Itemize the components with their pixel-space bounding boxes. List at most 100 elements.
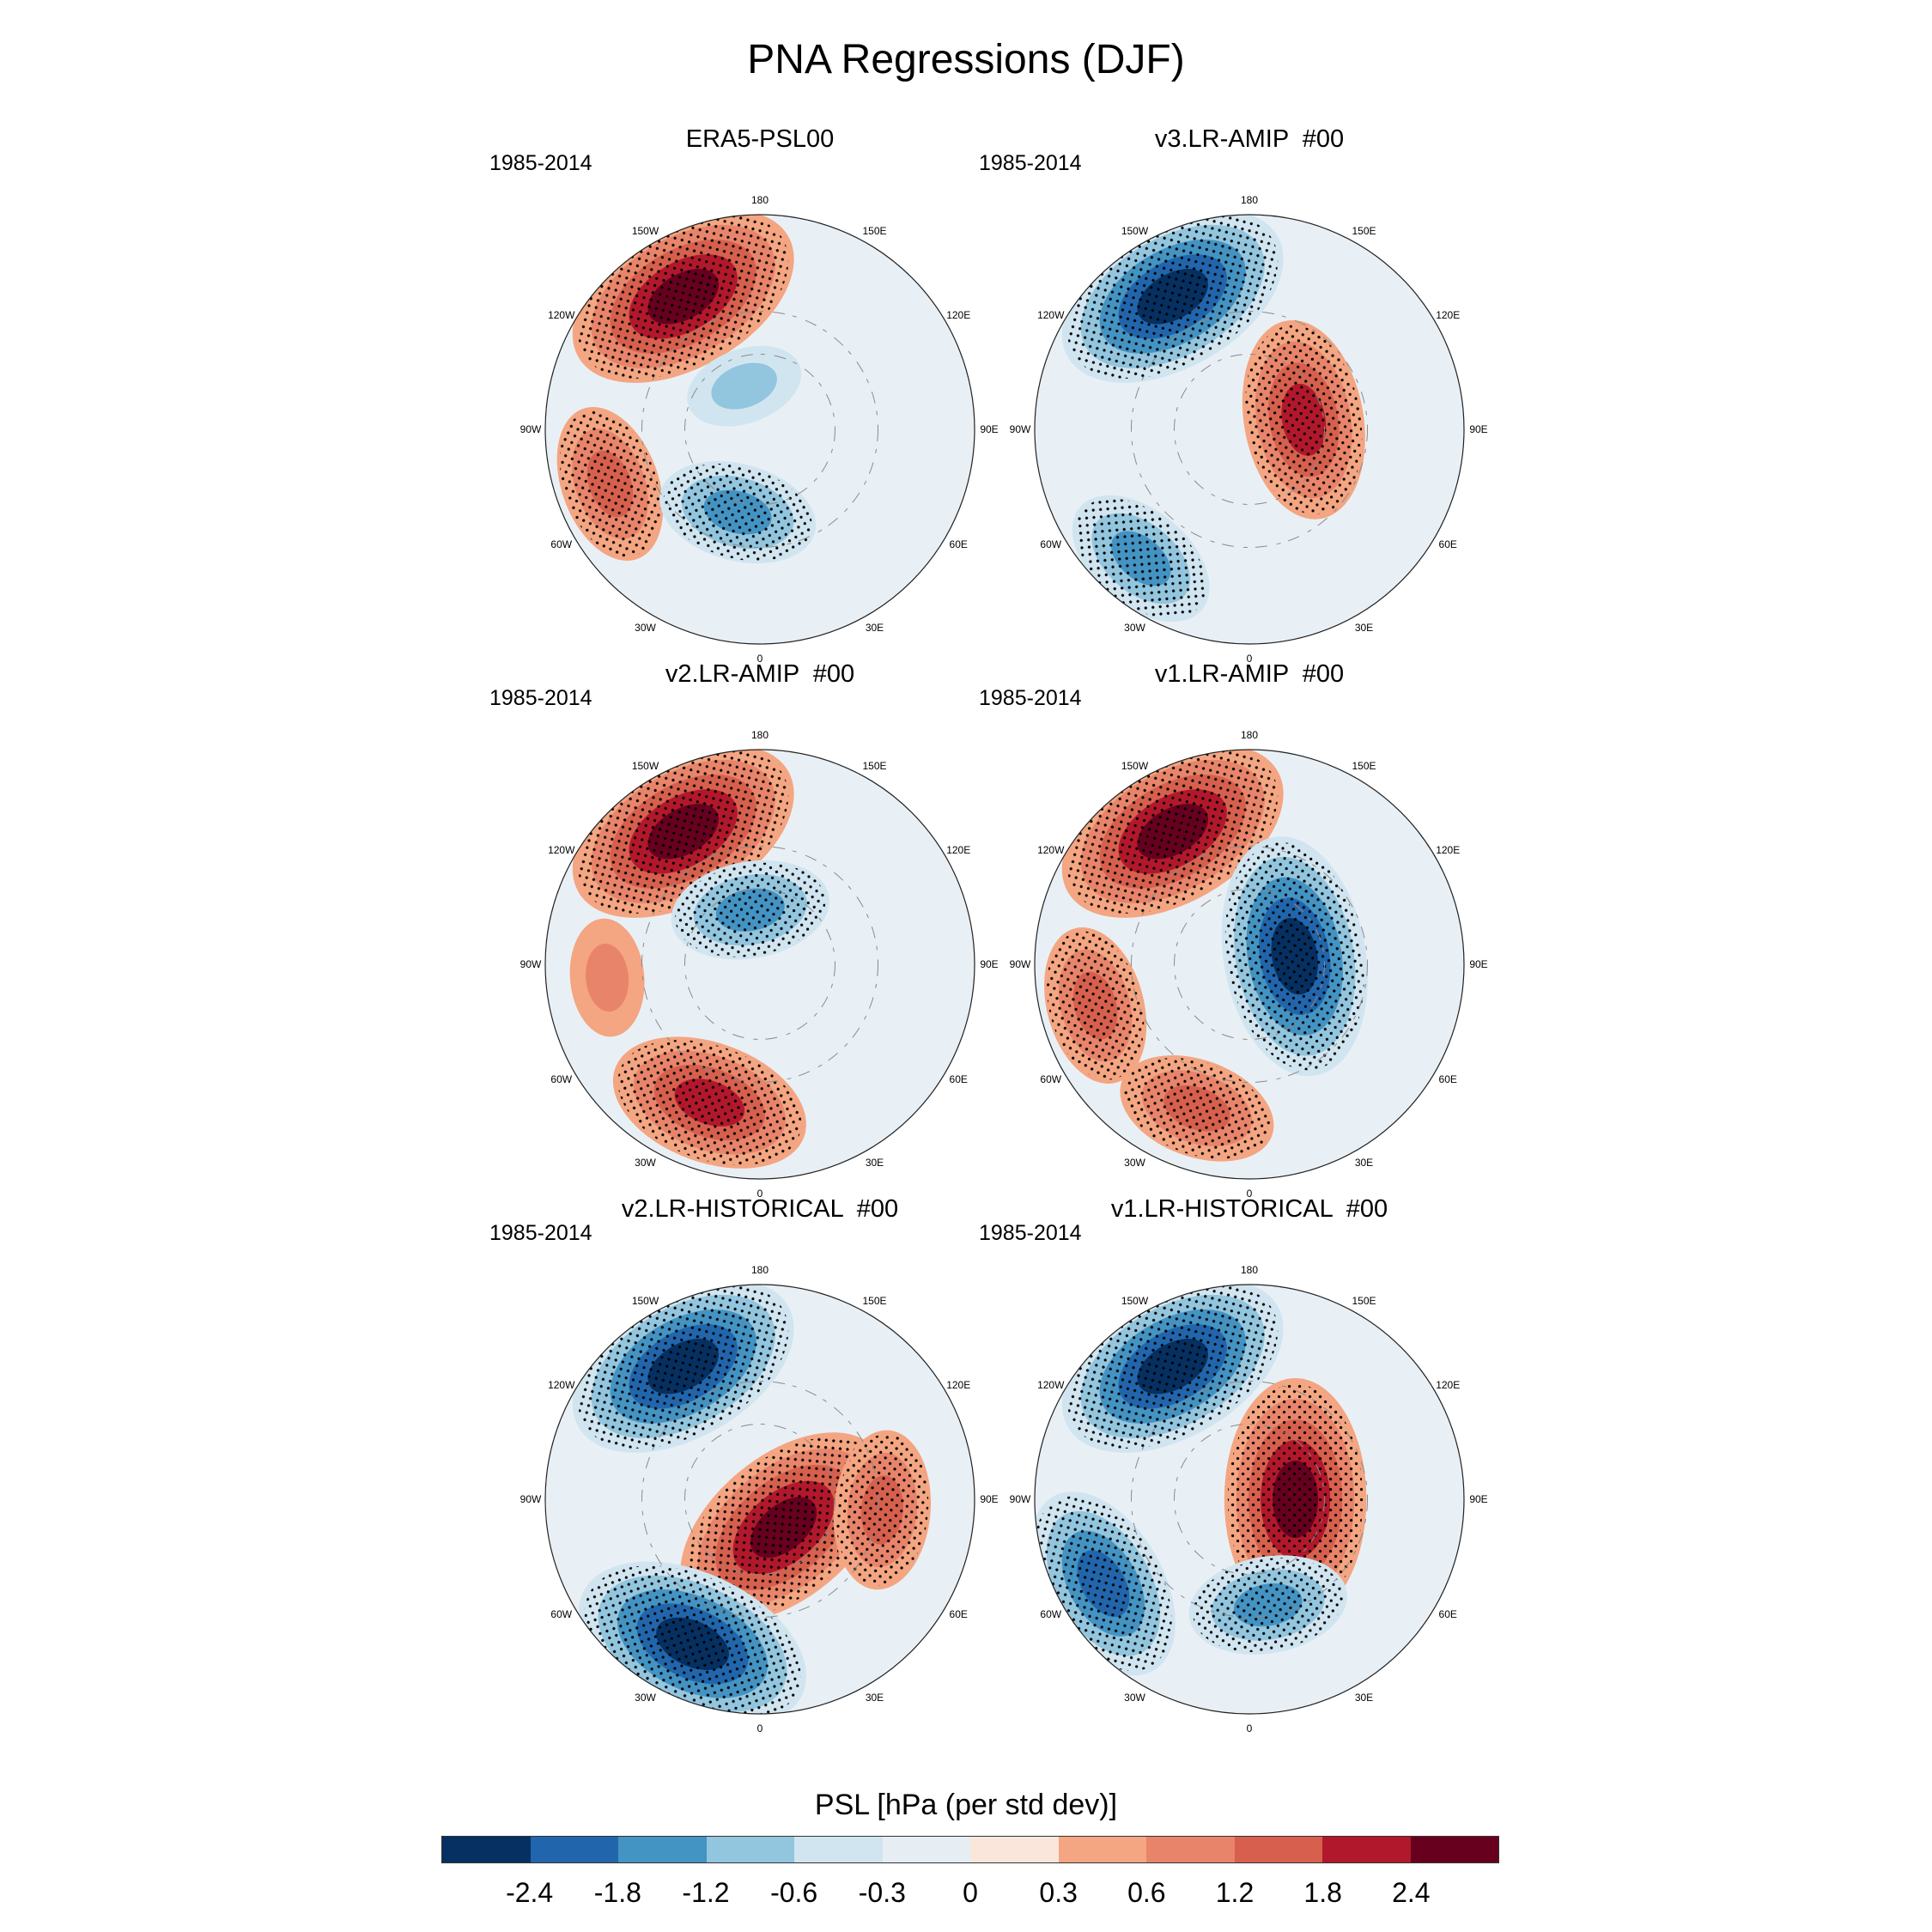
lon-label: 180 — [1240, 729, 1259, 741]
lon-label: 150E — [862, 759, 887, 772]
panel-period: 1985-2014 — [489, 686, 592, 710]
lon-label: 90W — [1009, 423, 1031, 435]
coastline-1 — [1174, 889, 1325, 1040]
lon-label: 150W — [1121, 759, 1149, 772]
lon-label: 90E — [980, 958, 999, 970]
lon-label: 150W — [1121, 224, 1149, 237]
lon-label: 30W — [1124, 1157, 1145, 1170]
significance-stipple — [559, 410, 661, 557]
polar-map — [1034, 1284, 1465, 1715]
lon-label: 90W — [519, 1493, 542, 1505]
colorbar-box — [882, 1837, 970, 1862]
lon-label: 180 — [750, 729, 769, 741]
panel-period: 1985-2014 — [489, 151, 592, 175]
lon-label: 90E — [1469, 958, 1488, 970]
panel-title: v1.LR-AMIP #00 — [1154, 660, 1345, 688]
lon-label: 120E — [1436, 843, 1461, 856]
colorbar-tick-label: 1.2 — [1215, 1877, 1255, 1908]
colorbar-tick-label: -1.2 — [682, 1877, 730, 1908]
colorbar-tick-label: -0.6 — [770, 1877, 818, 1908]
coastline-1 — [684, 889, 835, 1040]
lon-label: 30E — [1354, 622, 1374, 635]
colorbar-box — [1234, 1837, 1322, 1862]
coastline-0 — [641, 311, 878, 548]
map-border — [1034, 749, 1465, 1180]
map-panel-v2-historical: v2.LR-HISTORICAL #00 1985-2014 180 150E 12… — [489, 1195, 1000, 1740]
colorbar-box — [794, 1837, 883, 1862]
significance-stipple — [1227, 1384, 1364, 1614]
significance-stipple — [685, 1437, 882, 1618]
lon-label: 120W — [548, 308, 575, 321]
lon-label: 60E — [949, 538, 968, 550]
polar-map — [1034, 214, 1465, 645]
lon-label: 120W — [1037, 843, 1065, 856]
lon-label: 30E — [865, 1692, 884, 1704]
lon-label: 60E — [1438, 1607, 1457, 1620]
lon-label: 30E — [865, 622, 884, 635]
colorbar-tick-label: 1.8 — [1303, 1877, 1342, 1908]
colorbar — [441, 1836, 1499, 1863]
lon-label: 0 — [756, 1188, 763, 1200]
colorbar-tick-label: 0.3 — [1039, 1877, 1078, 1908]
map-panel-v1-amip: v1.LR-AMIP #00 1985-2014 180 150E 120E 90E 6… — [979, 660, 1490, 1205]
panel-title: v1.LR-HISTORICAL #00 — [1110, 1195, 1388, 1223]
lon-label: 90W — [1009, 1493, 1031, 1505]
colorbar-box — [442, 1837, 531, 1862]
significance-stipple — [1123, 1058, 1270, 1159]
coastline-1 — [1174, 354, 1325, 505]
lon-label: 60W — [1040, 538, 1062, 550]
lon-label: 120E — [946, 1378, 971, 1391]
lon-label: 30W — [635, 1692, 656, 1704]
lon-label: 60W — [1040, 1072, 1062, 1085]
lon-label: 60E — [1438, 538, 1457, 550]
lon-label: 30W — [635, 622, 656, 635]
lon-label: 120W — [1037, 308, 1065, 321]
lon-label: 90E — [980, 1493, 999, 1505]
map-panel-v1-historical: v1.LR-HISTORICAL #00 1985-2014 180 150E 12… — [979, 1195, 1490, 1740]
lon-label: 30W — [1124, 1692, 1145, 1704]
coastline-0 — [1131, 311, 1368, 548]
map-panel-era5: ERA5-PSL00 1985-2014 180 150E 120E 90E 60E 30… — [489, 125, 1000, 670]
colorbar-tick-label: -2.4 — [506, 1877, 554, 1908]
significance-stipple — [1224, 842, 1364, 1071]
significance-stipple — [835, 1434, 929, 1586]
panel-title: v2.LR-AMIP #00 — [665, 660, 855, 688]
polar-map — [544, 1284, 975, 1715]
colorbar-box — [970, 1837, 1059, 1862]
map-border — [544, 749, 975, 1180]
lon-label: 90E — [1469, 1493, 1488, 1505]
lon-label: 90E — [980, 423, 999, 435]
colorbar-box — [706, 1837, 794, 1862]
lon-label: 90E — [1469, 423, 1488, 435]
colorbar-tick-label: -1.8 — [593, 1877, 641, 1908]
contour-low-3 — [711, 362, 777, 410]
lon-label: 150W — [631, 1294, 659, 1307]
lon-label: 0 — [1246, 1722, 1253, 1735]
lon-label: 30E — [865, 1157, 884, 1170]
lon-label: 60E — [949, 1607, 968, 1620]
lon-label: 120W — [548, 1378, 575, 1391]
lon-label: 180 — [750, 194, 769, 206]
lon-label: 0 — [756, 1722, 763, 1735]
lon-label: 150W — [631, 759, 659, 772]
lon-label: 180 — [1240, 194, 1259, 206]
coastline-1 — [684, 1424, 835, 1575]
polar-map — [544, 749, 975, 1180]
significance-stipple — [1075, 498, 1206, 619]
coastline-0 — [641, 846, 878, 1083]
coastline-1 — [684, 354, 835, 505]
colorbar-box — [530, 1837, 618, 1862]
lon-label: 60W — [550, 538, 573, 550]
lon-label: 150E — [862, 1294, 887, 1307]
lon-label: 150E — [1352, 224, 1376, 237]
colorbar-tick-label: 0.6 — [1127, 1877, 1166, 1908]
coastline-0 — [1131, 1381, 1368, 1618]
colorbar-tick-label: 2.4 — [1392, 1877, 1431, 1908]
lon-label: 30E — [1354, 1692, 1374, 1704]
coastline-1 — [1174, 1424, 1325, 1575]
lon-label: 120E — [1436, 1378, 1461, 1391]
lon-label: 150E — [862, 224, 887, 237]
colorbar-tick-label: 0 — [963, 1877, 978, 1908]
lon-label: 180 — [750, 1264, 769, 1276]
lon-label: 120E — [1436, 308, 1461, 321]
